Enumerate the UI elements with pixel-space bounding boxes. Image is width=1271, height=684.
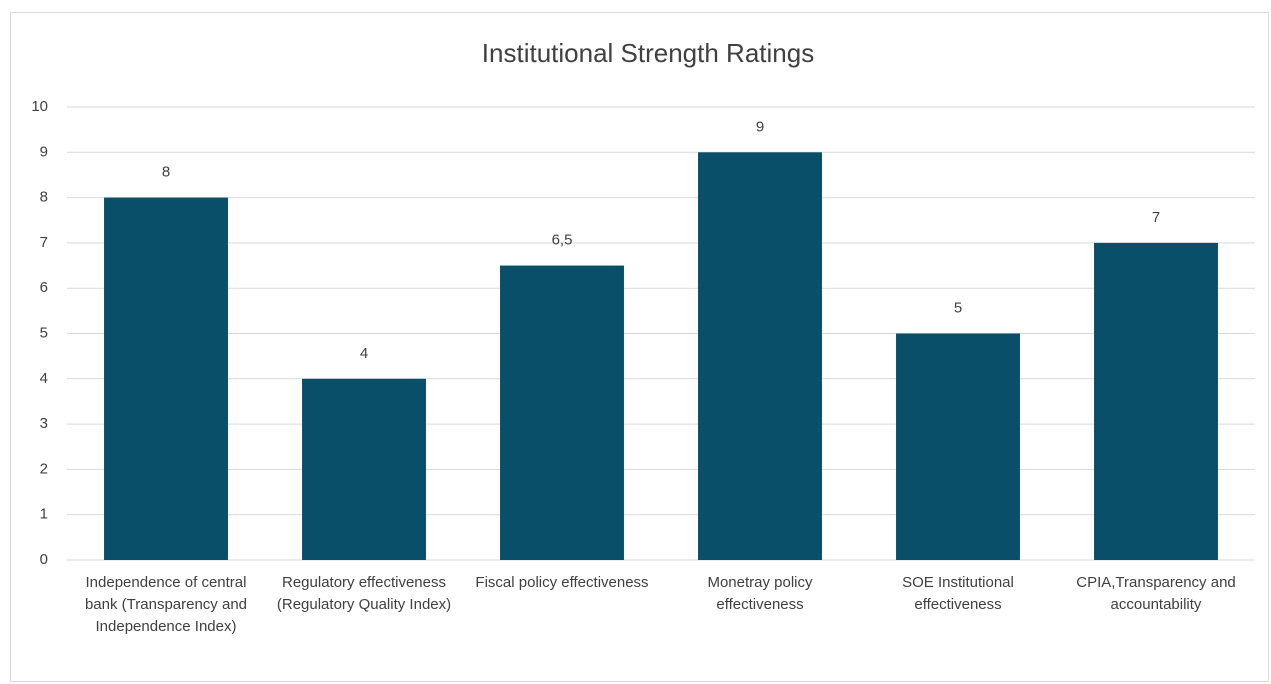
y-tick-label: 10 [31, 98, 48, 115]
y-tick-label: 3 [40, 415, 48, 432]
data-label: 7 [1152, 209, 1160, 226]
data-label: 9 [756, 118, 764, 135]
data-label: 5 [954, 299, 962, 316]
bar [104, 197, 228, 560]
data-label: 8 [162, 164, 170, 181]
x-tick-label: SOE Institutional effectiveness [902, 574, 1014, 613]
y-tick-label: 9 [40, 143, 48, 160]
x-tick-label: CPIA,Transparency and accountability [1076, 574, 1236, 613]
data-label: 4 [360, 345, 368, 362]
bar [500, 265, 624, 560]
y-tick-label: 2 [40, 460, 48, 477]
y-tick-label: 1 [40, 506, 48, 523]
chart-title: Institutional Strength Ratings [482, 38, 814, 68]
y-tick-label: 8 [40, 189, 48, 206]
bar [1094, 242, 1218, 560]
x-tick-label: Independence of central bank (Transparen… [84, 574, 248, 635]
y-tick-label: 7 [40, 234, 48, 251]
y-tick-label: 0 [40, 551, 48, 568]
bar [302, 378, 426, 560]
y-tick-label: 5 [40, 324, 48, 341]
x-tick-label: Monetray policy effectiveness [707, 574, 813, 613]
data-label: 6,5 [552, 232, 573, 249]
y-tick-label: 6 [40, 279, 48, 296]
chart-frame [10, 12, 1269, 682]
x-tick-label: Fiscal policy effectiveness [475, 574, 649, 591]
x-tick-label: Regulatory effectiveness (Regulatory Qua… [276, 574, 452, 613]
y-tick-label: 4 [40, 370, 48, 387]
bar [896, 333, 1020, 560]
bar [698, 152, 822, 561]
